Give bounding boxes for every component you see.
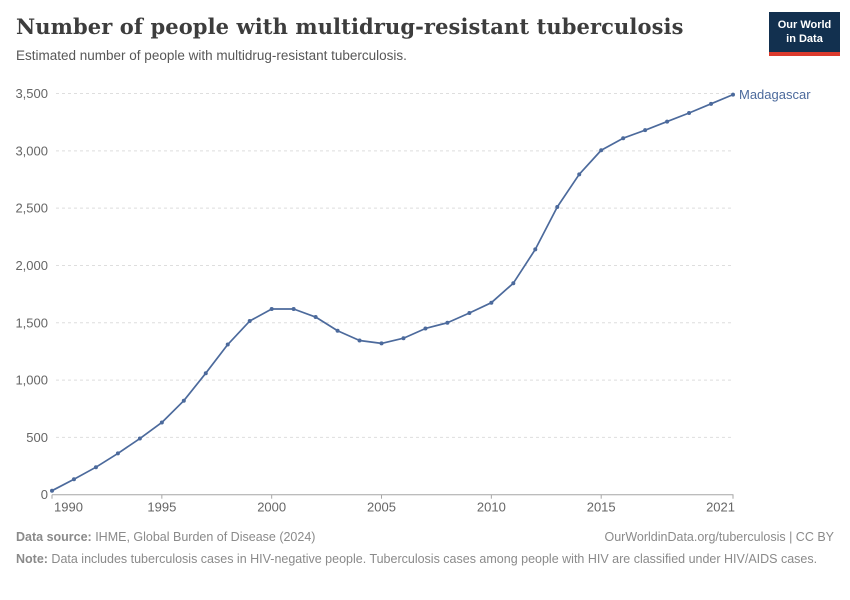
data-point[interactable] bbox=[687, 110, 692, 115]
owid-logo-line2: in Data bbox=[786, 33, 823, 46]
x-tick-label: 2015 bbox=[587, 500, 616, 515]
y-tick-label: 2,500 bbox=[15, 201, 48, 216]
line-chart[interactable]: 0 500 1,000 1,500 2,000 2,500 3,000 3,500 1990 19… bbox=[0, 80, 850, 525]
attribution-link[interactable]: OurWorldinData.org/tuberculosis | CC BY bbox=[604, 530, 835, 544]
data-point[interactable] bbox=[357, 338, 362, 343]
data-point[interactable] bbox=[335, 328, 340, 333]
data-source: Data source: IHME, Global Burden of Dise… bbox=[16, 529, 315, 545]
y-tick-label: 500 bbox=[26, 430, 48, 445]
data-point[interactable] bbox=[489, 300, 494, 305]
data-point[interactable] bbox=[467, 311, 472, 316]
y-tick-label: 0 bbox=[41, 487, 48, 502]
x-tick-label: 2005 bbox=[367, 500, 396, 515]
y-tick-label: 1,000 bbox=[15, 373, 48, 388]
data-point[interactable] bbox=[599, 148, 604, 153]
chart-note: Note: Data includes tuberculosis cases i… bbox=[16, 551, 834, 567]
x-tick-label: 1990 bbox=[54, 500, 83, 515]
data-point[interactable] bbox=[50, 488, 54, 493]
y-tick-label: 1,500 bbox=[15, 315, 48, 330]
data-point[interactable] bbox=[313, 315, 318, 320]
data-point[interactable] bbox=[731, 92, 735, 97]
data-point[interactable] bbox=[115, 451, 120, 456]
data-point[interactable] bbox=[181, 398, 186, 403]
note-value: Data includes tuberculosis cases in HIV-… bbox=[47, 552, 818, 567]
owid-logo-line1: Our World bbox=[777, 19, 832, 31]
data-point[interactable] bbox=[423, 326, 428, 331]
data-point[interactable] bbox=[247, 319, 252, 324]
data-point[interactable] bbox=[555, 204, 560, 209]
data-point[interactable] bbox=[159, 420, 164, 425]
data-source-value: IHME, Global Burden of Disease (2024) bbox=[91, 530, 316, 544]
chart-header: Number of people with multidrug-resistan… bbox=[16, 14, 750, 63]
data-point[interactable] bbox=[401, 336, 406, 341]
chart-subtitle: Estimated number of people with multidru… bbox=[16, 48, 407, 63]
data-point[interactable] bbox=[379, 341, 384, 346]
data-point[interactable] bbox=[445, 320, 450, 325]
data-point[interactable] bbox=[621, 136, 626, 141]
chart-footer: Data source: IHME, Global Burden of Dise… bbox=[16, 529, 834, 568]
data-point[interactable] bbox=[269, 307, 274, 312]
data-point[interactable] bbox=[511, 281, 516, 286]
data-point[interactable] bbox=[291, 307, 296, 312]
x-tick-label: 2010 bbox=[477, 500, 506, 515]
x-tick-label: 2000 bbox=[257, 500, 286, 515]
data-point[interactable] bbox=[93, 465, 98, 470]
y-tick-label: 3,500 bbox=[15, 86, 48, 101]
owid-logo[interactable]: Our World in Data bbox=[769, 12, 840, 56]
y-tick-label: 3,000 bbox=[15, 143, 48, 158]
page-title: Number of people with multidrug-resistan… bbox=[16, 14, 684, 39]
data-point[interactable] bbox=[225, 342, 230, 347]
data-point[interactable] bbox=[665, 119, 670, 124]
entity-label[interactable]: Madagascar bbox=[739, 87, 811, 102]
data-point[interactable] bbox=[71, 477, 76, 482]
data-point[interactable] bbox=[709, 101, 714, 106]
data-source-label: Data source: bbox=[16, 530, 92, 544]
data-point[interactable] bbox=[203, 371, 208, 376]
y-tick-label: 2,000 bbox=[15, 258, 48, 273]
data-point[interactable] bbox=[577, 172, 582, 177]
note-label: Note: bbox=[16, 552, 48, 567]
x-tick-label: 2021 bbox=[706, 500, 735, 515]
data-point[interactable] bbox=[137, 436, 142, 441]
data-point[interactable] bbox=[643, 128, 648, 133]
data-point[interactable] bbox=[533, 247, 538, 252]
data-line[interactable] bbox=[51, 93, 734, 492]
x-tick-label: 1995 bbox=[147, 500, 176, 515]
